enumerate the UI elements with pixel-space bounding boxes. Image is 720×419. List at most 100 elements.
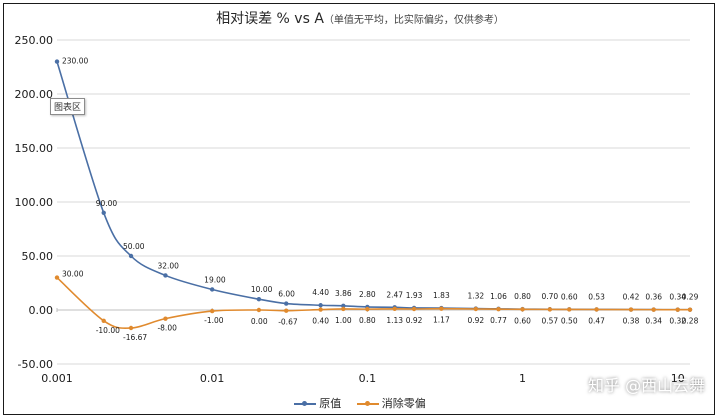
series-0-data-label-2: 50.00: [123, 242, 145, 251]
series-1-point-22: [687, 307, 693, 312]
series-1-point-1: [101, 318, 106, 323]
series-0-data-label-21: 0.34: [669, 293, 686, 302]
series-1-point-10: [392, 306, 397, 311]
series-1-data-label-18: 0.47: [588, 316, 605, 325]
series-0-point-1: [101, 210, 106, 215]
legend: 原值 消除零偏: [0, 395, 720, 411]
series-1-data-label-16: 0.57: [542, 316, 559, 325]
series-0-data-label-10: 2.47: [386, 290, 403, 299]
series-0-data-label-12: 1.83: [433, 291, 450, 300]
legend-label-original: 原值: [319, 397, 342, 410]
chart-area-tooltip: 图表区: [50, 98, 86, 115]
chart-subtitle: （单值无平均，比实际偏劣，仅供参考）: [323, 15, 504, 26]
series-1-data-label-11: 0.92: [406, 316, 423, 325]
series-0-data-label-1: 90.00: [96, 199, 118, 208]
series-1-data-label-19: 0.38: [623, 317, 640, 326]
series-0-data-label-14: 1.06: [490, 292, 507, 301]
series-0-data-label-4: 19.00: [204, 275, 226, 284]
series-line-0: [56, 61, 691, 311]
series-1-data-label-12: 1.17: [433, 316, 450, 325]
chart-title-main: 相对误差 % vs A: [216, 11, 324, 27]
y-tick-label-2: 150.00: [15, 142, 54, 155]
series-1-data-label-9: 0.80: [359, 316, 376, 325]
series-0-data-label-6: 6.00: [278, 290, 295, 299]
x-tick-label-1: 0.01: [200, 372, 225, 385]
series-0-data-label-20: 0.36: [645, 293, 662, 302]
series-1-data-label-6: -0.67: [278, 318, 298, 327]
series-1-data-label-5: 0.00: [251, 317, 268, 326]
legend-label-zero-offset: 消除零偏: [381, 397, 426, 410]
y-tick-label-6: -50.00: [18, 358, 53, 371]
series-0-data-label-11: 1.93: [406, 291, 423, 300]
series-1-point-14: [496, 306, 501, 312]
series-1-point-17: [567, 307, 572, 312]
series-0-data-label-13: 1.32: [467, 292, 484, 301]
series-1-data-label-1: -10.00: [96, 326, 120, 335]
legend-item-original[interactable]: 原值: [294, 395, 341, 411]
series-1-data-label-2: -16.67: [123, 333, 147, 342]
chart-title: 相对误差 % vs A（单值无平均，比实际偏劣，仅供参考）: [0, 8, 720, 28]
series-1-point-19: [628, 307, 634, 312]
series-0-data-label-9: 2.80: [359, 290, 376, 299]
series-1-point-0: [54, 275, 60, 280]
series-0-data-label-7: 4.40: [312, 288, 329, 297]
series-1-data-label-0: 30.00: [62, 270, 84, 279]
series-1-point-9: [365, 306, 370, 312]
y-tick-label-5: 0.00: [29, 304, 54, 317]
series-0-data-label-0: 230.00: [62, 57, 88, 66]
series-1-data-label-7: 0.40: [312, 317, 329, 326]
x-tick-label-2: 0.1: [359, 372, 377, 385]
series-1-data-label-17: 0.50: [561, 316, 578, 325]
series-1-data-label-20: 0.34: [645, 317, 662, 326]
x-tick-label-4: 10: [671, 372, 685, 385]
series-0-data-label-17: 0.60: [561, 292, 578, 301]
series-1-data-label-21: 0.32: [669, 317, 686, 326]
series-0-point-3: [163, 273, 168, 278]
legend-swatch-original: [294, 401, 317, 406]
chart-area: [3, 3, 715, 415]
legend-swatch-zero-offset: [356, 401, 379, 406]
series-1-data-label-10: 1.13: [386, 316, 403, 325]
series-0-data-label-3: 32.00: [157, 261, 179, 270]
series-1-point-13: [473, 306, 479, 312]
series-0-data-label-22: 0.29: [682, 293, 699, 302]
series-1-data-label-15: 0.60: [514, 316, 531, 325]
series-1-point-7: [318, 307, 323, 312]
series-0-point-6: [284, 301, 289, 306]
series-1-data-label-14: 0.77: [490, 316, 507, 325]
series-0-point-8: [341, 303, 346, 309]
series-0-data-label-18: 0.53: [588, 292, 605, 301]
series-1-data-label-22: 0.28: [682, 317, 699, 326]
series-1-data-label-13: 0.92: [467, 316, 484, 325]
series-1-point-18: [594, 307, 599, 312]
series-0-point-2: [128, 253, 134, 259]
series-0-data-label-19: 0.42: [623, 293, 640, 302]
series-1-point-20: [651, 307, 656, 312]
series-1-point-11: [411, 306, 417, 312]
series-1-point-5: [256, 307, 262, 313]
series-0-point-5: [256, 297, 262, 302]
legend-item-zero-offset[interactable]: 消除零偏: [356, 395, 426, 411]
series-1-data-label-8: 1.00: [335, 316, 352, 325]
x-tick-label-0: 0.001: [41, 372, 73, 385]
series-0-point-0: [54, 59, 60, 64]
series-1-point-6: [284, 308, 289, 313]
x-tick-label-3: 1: [519, 372, 526, 385]
series-1-point-21: [675, 307, 680, 312]
series-1-point-12: [439, 306, 444, 311]
series-0-data-label-15: 0.80: [514, 292, 531, 301]
series-0-data-label-8: 3.86: [335, 289, 352, 298]
series-0-point-7: [318, 303, 323, 308]
series-0-data-label-5: 10.00: [251, 285, 273, 294]
series-0-data-label-16: 0.70: [542, 292, 559, 301]
series-1-point-3: [163, 316, 168, 321]
y-tick-label-0: 250.00: [15, 34, 54, 47]
y-tick-label-1: 200.00: [15, 88, 54, 101]
y-tick-label-3: 100.00: [15, 196, 54, 209]
series-1-point-16: [547, 307, 553, 312]
series-0-point-4: [209, 287, 215, 292]
series-1-data-label-3: -8.00: [157, 324, 177, 333]
watermark: 知乎 @西山云舞: [588, 376, 706, 395]
series-1-point-15: [520, 307, 525, 312]
